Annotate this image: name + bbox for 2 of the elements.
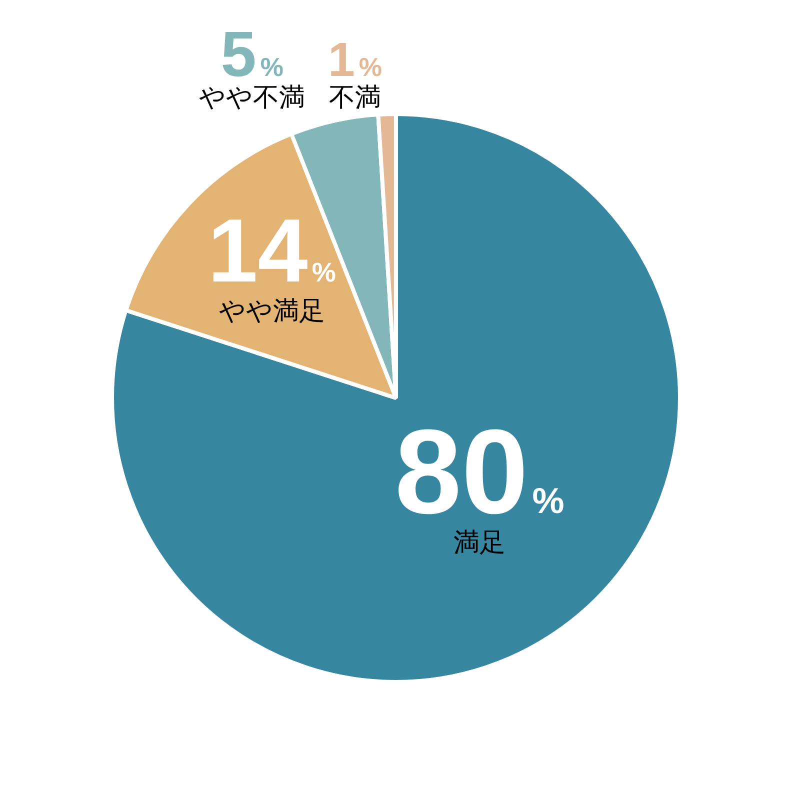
slice-label: 不満	[329, 83, 382, 113]
slice-label: やや不満	[199, 83, 306, 113]
